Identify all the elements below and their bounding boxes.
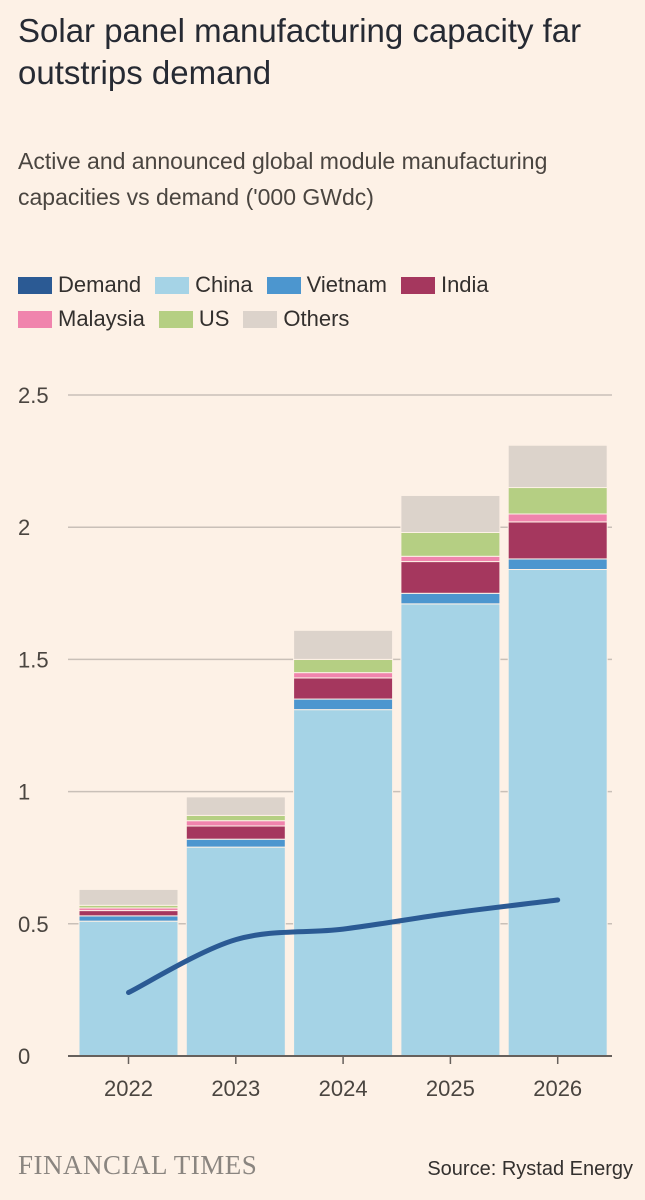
bar-segment-vietnam-2022 [78,915,179,922]
bar-segment-india-2023 [185,825,286,840]
bar-segment-others-2025 [400,494,501,533]
legend-row: Demand China Vietnam India [18,268,638,302]
bar-segment-china-2026 [507,569,608,1057]
demand-line [126,897,561,996]
demand-series-line [126,897,561,996]
legend-swatch-others [243,310,278,328]
legend-swatch-us [158,310,193,328]
legend-swatch-malaysia [18,310,52,328]
legend-item-vietnam: Vietnam [266,272,387,298]
legend-row: Malaysia US Others [18,302,638,336]
bar-segment-malaysia-2025 [400,555,501,563]
axes: 0 0.5 1 1.5 2 2.5 2022 2023 2024 2025 2026 [18,383,612,1101]
bar-segment-us-2026 [507,487,608,515]
y-tick-label: 2 [18,515,30,540]
bar-segment-us-2025 [400,531,501,557]
legend-label-malaysia: Malaysia [58,306,145,331]
legend-label-china: China [195,272,253,297]
bar-segment-vietnam-2023 [185,838,286,848]
legend-item-india: India [400,272,489,298]
bar-segment-others-2026 [507,444,608,489]
bar-segment-china-2022 [78,920,179,1057]
y-tick-label: 1 [18,780,30,805]
bar-segment-malaysia-2024 [293,672,394,679]
x-tick-label: 2025 [426,1076,475,1101]
legend-label-vietnam: Vietnam [306,272,387,297]
x-tick-label: 2026 [533,1076,582,1101]
ft-logo: FINANCIAL TIMES [18,1150,258,1180]
bar-segment-others-2022 [78,888,179,906]
legend-swatch-india [400,276,435,294]
legend-swatch-demand [18,276,52,294]
bar-segment-vietnam-2025 [400,592,501,605]
source-note: Source: Rystad Energy [427,1158,633,1180]
legend-item-malaysia: Malaysia [18,306,145,332]
bar-segment-india-2025 [400,561,501,594]
bar-segment-malaysia-2023 [185,820,286,827]
bar-segment-india-2022 [78,910,179,917]
bar-segment-others-2024 [293,629,394,660]
legend-label-us: US [198,306,230,331]
legend-swatch-vietnam [266,276,301,294]
bar-segment-china-2024 [293,709,394,1057]
chart-title: Solar panel manufacturing capacity far o… [18,12,582,91]
legend-swatch-china [155,276,190,294]
y-tick-label: 0 [18,1044,30,1069]
bar-segment-us-2023 [185,814,286,822]
bar-segment-malaysia-2026 [507,513,608,523]
chart-subtitle: Active and announced global module manuf… [18,148,548,210]
bar-segment-vietnam-2024 [293,698,394,711]
legend: Demand China Vietnam India Malaysia US O… [18,268,638,336]
legend-label-demand: Demand [58,272,142,297]
legend-item-demand: Demand [18,272,141,298]
bars [78,444,608,1057]
bar-segment-vietnam-2026 [507,558,608,571]
legend-label-india: India [440,272,489,297]
bar-segment-us-2024 [293,658,394,674]
legend-item-us: US [158,306,230,332]
y-tick-label: 1.5 [18,647,49,672]
bar-segment-india-2024 [293,677,394,700]
bar-segment-others-2023 [185,796,286,816]
x-tick-label: 2023 [211,1076,260,1101]
stacked-bar-chart: 0 0.5 1 1.5 2 2.5 2022 2023 2024 2025 2026 [18,383,612,1101]
bar-segment-india-2026 [507,521,608,560]
bar-segment-china-2025 [400,603,501,1057]
x-tick-label: 2024 [319,1076,368,1101]
legend-item-china: China [155,272,253,298]
y-tick-label: 0.5 [18,912,49,937]
legend-label-others: Others [283,306,350,331]
x-tick-label: 2022 [104,1076,153,1101]
y-tick-label: 2.5 [18,383,49,408]
legend-item-others: Others [243,306,349,332]
